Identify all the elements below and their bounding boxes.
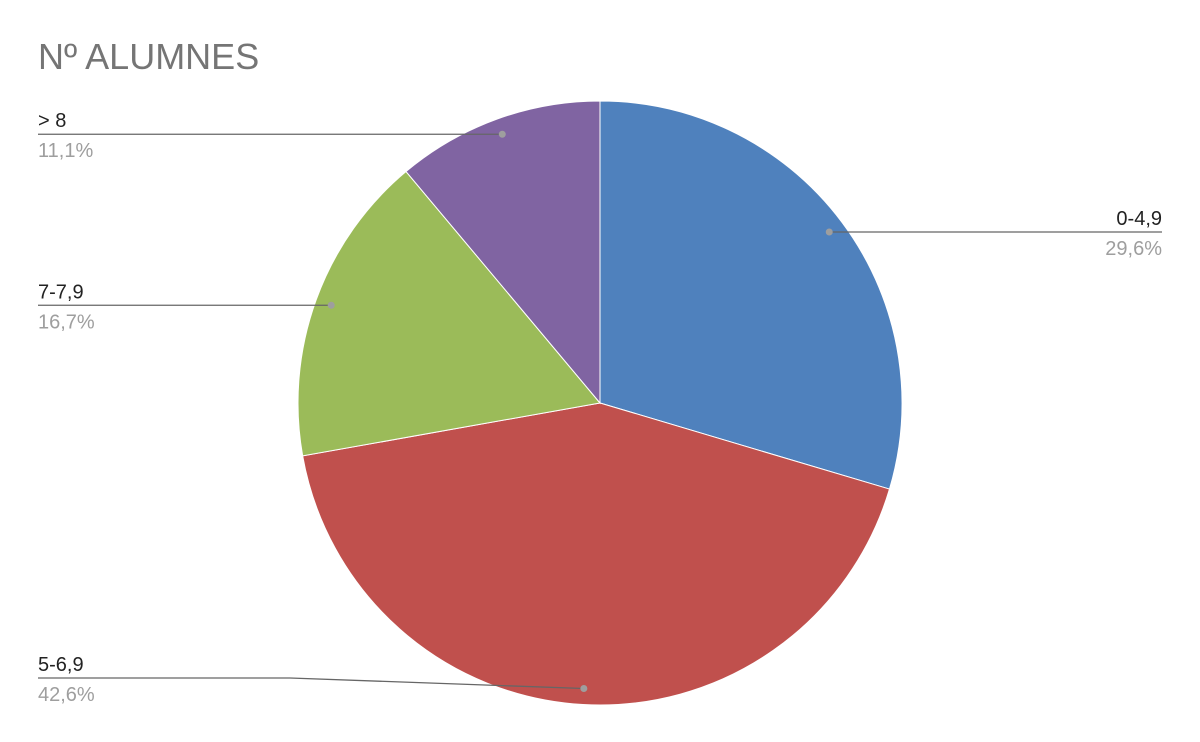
chart-title: Nº ALUMNES: [38, 36, 259, 77]
slice-label: > 8: [38, 110, 66, 132]
slice-value-label: 11,1%: [38, 140, 93, 162]
leader-dot: [825, 228, 833, 236]
slice-label: 5-6,9: [38, 654, 84, 676]
slice-value-label: 29,6%: [1105, 238, 1162, 260]
pie-slice: [405, 100, 601, 405]
pie-slice: [297, 170, 601, 457]
leader-dot: [327, 301, 335, 309]
pie-slice: [302, 402, 891, 706]
pie-slice: [599, 100, 903, 490]
slice-value-label: 42,6%: [38, 684, 95, 706]
slice-value-label: 16,7%: [38, 311, 95, 333]
slice-label: 7-7,9: [38, 281, 84, 303]
slice-label: 0-4,9: [1116, 208, 1162, 230]
leader-dot: [498, 130, 506, 138]
leader-line: [38, 677, 584, 690]
leader-dot: [580, 685, 588, 693]
